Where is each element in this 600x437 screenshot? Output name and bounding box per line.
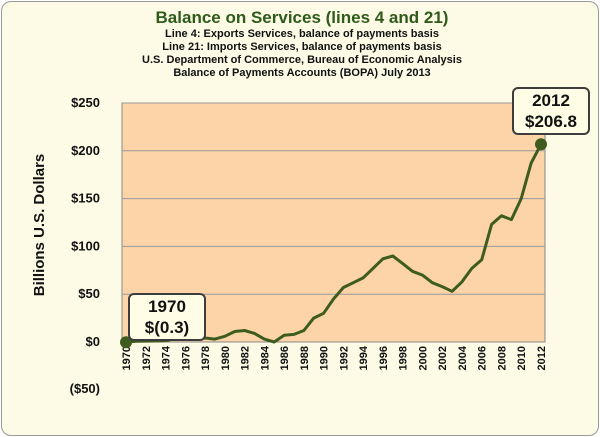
subtitle-line-4: Line 4: Exports Services, balance of pay…	[165, 28, 439, 40]
x-tick-label: 1982	[240, 346, 252, 370]
x-tick-label: 1998	[398, 346, 410, 370]
x-tick-label: 1992	[338, 346, 350, 370]
x-tick-label: 2006	[477, 346, 489, 370]
x-tick-label: 1988	[299, 346, 311, 370]
y-tick-label: $100	[71, 238, 100, 253]
x-tick-label: 1972	[141, 346, 153, 370]
x-tick-label: 1976	[180, 346, 192, 370]
chart-title: Balance on Services (lines 4 and 21)	[155, 8, 449, 27]
y-tick-label: $0	[86, 334, 100, 349]
callout-2012-value: $206.8	[525, 112, 577, 131]
x-tick-label: 1984	[259, 345, 271, 370]
callout-2012: 2012 $206.8	[512, 87, 590, 135]
x-tick-label: 2004	[457, 345, 469, 370]
x-tick-label: 2000	[417, 346, 429, 370]
x-tick-label: 1990	[319, 346, 331, 370]
callout-1970-value: $(0.3)	[144, 318, 190, 337]
x-tick-label: 1996	[378, 346, 390, 370]
subtitle-accounts: Balance of Payments Accounts (BOPA) July…	[173, 67, 431, 79]
x-tick-label: 2008	[496, 346, 508, 370]
callout-1970-year: 1970	[148, 297, 186, 316]
x-tick-label: 2012	[536, 346, 548, 370]
y-tick-label: ($50)	[70, 381, 100, 396]
y-axis-label: Billions U.S. Dollars	[31, 154, 48, 297]
y-tick-label: $200	[71, 143, 100, 158]
callout-1970: 1970 $(0.3)	[128, 293, 206, 341]
subtitle-source: U.S. Department of Commerce, Bureau of E…	[142, 54, 462, 66]
data-point-2012	[535, 138, 547, 151]
x-tick-label: 1986	[279, 346, 291, 370]
x-tick-label: 2002	[437, 346, 449, 370]
x-tick-label: 1980	[220, 346, 232, 370]
x-tick-label: 1994	[358, 345, 370, 370]
x-tick-label: 1974	[161, 345, 173, 370]
x-tick-label: 1970	[121, 346, 133, 370]
y-tick-label: $50	[78, 286, 100, 301]
y-tick-label: $250	[71, 95, 100, 110]
x-tick-label: 1978	[200, 346, 212, 370]
chart-titles: Balance on Services (lines 4 and 21) Lin…	[2, 8, 598, 80]
callout-2012-year: 2012	[532, 91, 570, 110]
x-tick-label: 2010	[516, 346, 528, 370]
y-tick-label: $150	[71, 191, 100, 206]
subtitle-line-21: Line 21: Imports Services, balance of pa…	[162, 41, 442, 53]
